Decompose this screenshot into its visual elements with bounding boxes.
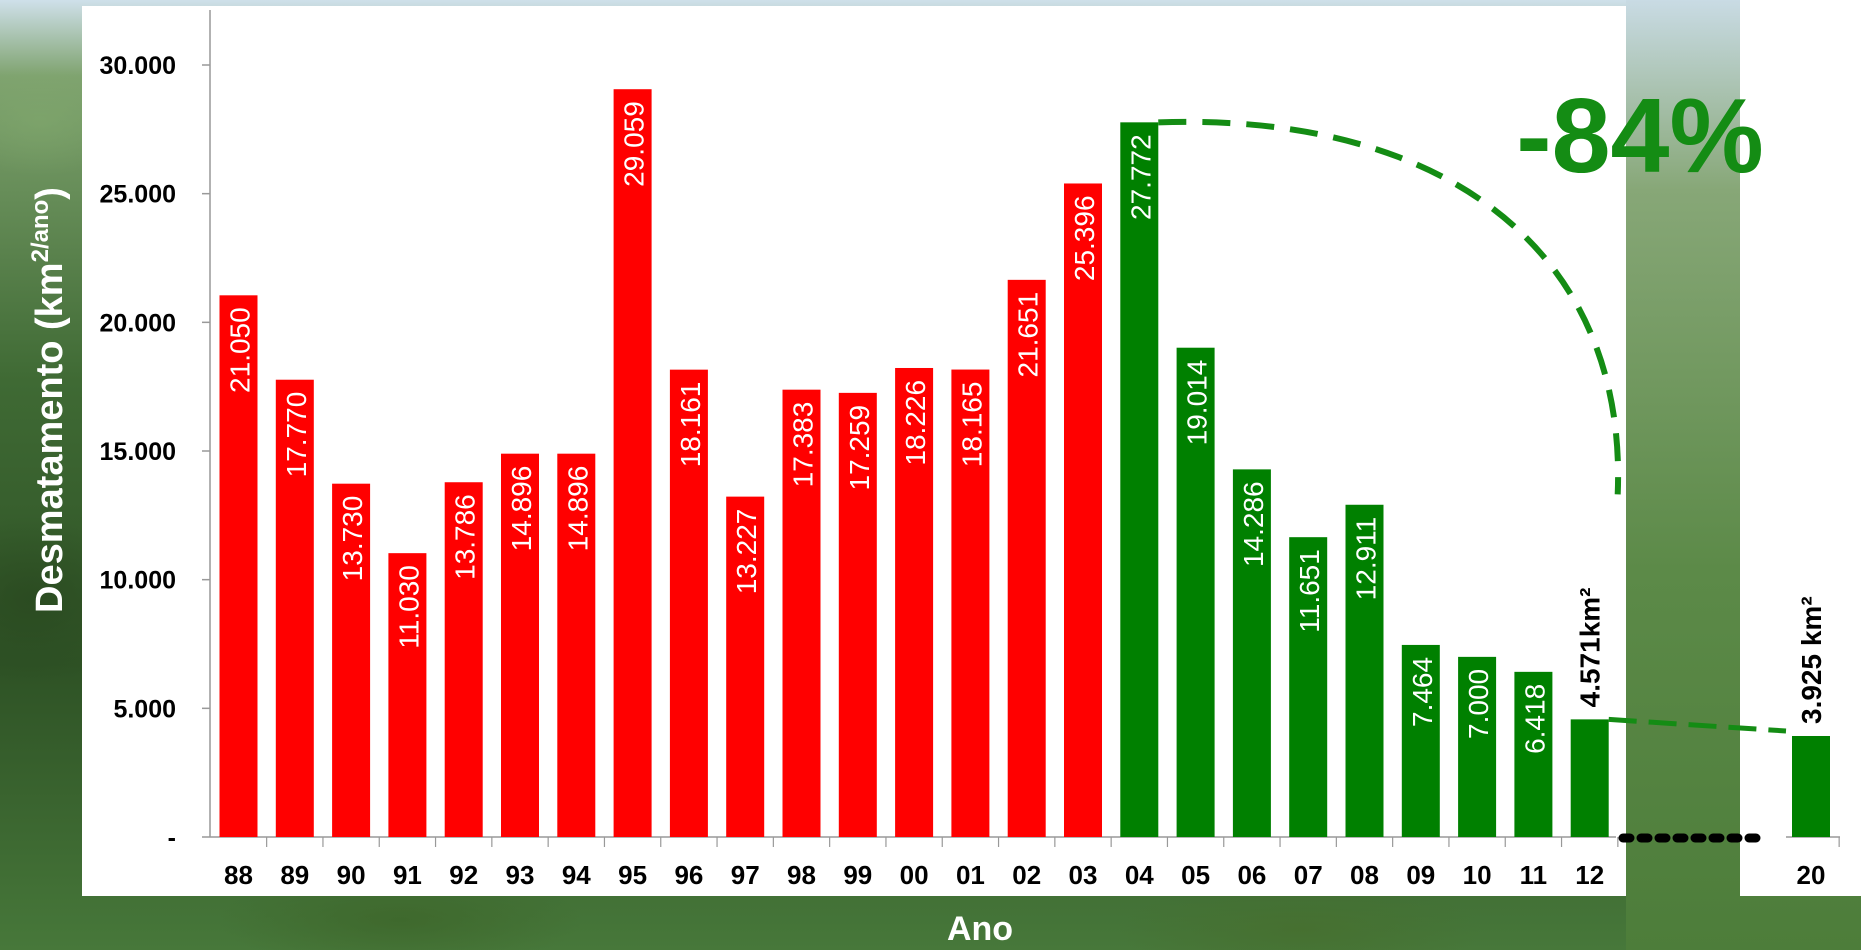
bar-01	[951, 369, 990, 837]
bar-value-label-03: 25.396	[1069, 195, 1100, 281]
x-tick-label-89: 89	[280, 860, 309, 890]
bar-value-label-90: 13.730	[337, 496, 368, 582]
x-tick-label-99: 99	[843, 860, 872, 890]
bar-value-label-07: 11.651	[1294, 549, 1325, 633]
bar-value-label-02: 21.651	[1013, 292, 1044, 378]
bar-value-label-01: 18.165	[956, 382, 987, 468]
x-tick-label-01: 01	[956, 860, 985, 890]
bar-value-label-96: 18.161	[675, 382, 706, 468]
bar-09	[1401, 644, 1440, 837]
bar-value-label-93: 14.896	[506, 466, 537, 552]
bar-value-label-06: 14.286	[1238, 481, 1269, 567]
y-tick-label: 5.000	[113, 695, 176, 723]
x-tick-label-05: 05	[1181, 860, 1210, 890]
bar-value-label-95: 29.059	[619, 101, 650, 187]
bar-value-label-97: 13.227	[731, 509, 762, 595]
bar-value-label-98: 17.383	[788, 402, 819, 488]
bar-value-label-20: 3.925 km²	[1796, 596, 1827, 724]
bar-02	[1007, 279, 1046, 837]
bar-91	[388, 553, 427, 837]
x-tick-label-98: 98	[787, 860, 816, 890]
x-tick-label-04: 04	[1125, 860, 1154, 890]
trend-dashed-line	[1608, 716, 1787, 734]
x-tick-label-08: 08	[1350, 860, 1379, 890]
reduction-dashed-curve	[1158, 118, 1622, 495]
y-tick-label: 10.000	[100, 567, 176, 595]
bar-92	[444, 482, 483, 837]
x-tick-label-09: 09	[1406, 860, 1435, 890]
bar-93	[501, 453, 539, 837]
bar-97	[726, 496, 765, 837]
y-tick-label: 20.000	[100, 309, 176, 337]
x-tick-label-00: 00	[900, 860, 929, 890]
x-tick-label-03: 03	[1069, 860, 1098, 890]
bar-value-label-12: 4.571km²	[1575, 587, 1606, 707]
bar-10	[1458, 656, 1497, 837]
bar-value-label-94: 14.896	[562, 466, 593, 552]
x-tick-label-07: 07	[1294, 860, 1323, 890]
x-tick-label-06: 06	[1237, 860, 1266, 890]
x-tick-label-91: 91	[393, 860, 422, 890]
bar-00	[895, 367, 934, 837]
bar-95	[613, 89, 652, 837]
x-tick-labels: 88 89 90 91 92 93 94 95 96 97 98 99 00 01 02 03 04 05 06 07…	[224, 860, 1825, 890]
bar-value-label-89: 17.770	[281, 392, 312, 478]
bar-96	[669, 369, 708, 837]
bar-04	[1120, 122, 1159, 838]
bars	[219, 89, 1830, 838]
x-tick-label-90: 90	[337, 860, 366, 890]
bar-08	[1345, 504, 1384, 837]
bar-94	[557, 453, 596, 837]
annotations	[1158, 118, 1787, 843]
bar-99	[838, 392, 877, 837]
x-tick-label-11: 11	[1520, 860, 1548, 890]
x-tick-label-20: 20	[1797, 860, 1826, 890]
y-tick-label: -	[168, 824, 176, 852]
bar-value-label-10: 7.000	[1463, 669, 1494, 739]
bar-value-label-99: 17.259	[844, 405, 875, 491]
y-tick-label: 15.000	[100, 438, 176, 466]
bar-value-label-00: 18.226	[900, 380, 931, 466]
bar-value-label-08: 12.911	[1351, 517, 1382, 601]
bar-88	[219, 295, 258, 837]
x-tick-label-94: 94	[562, 860, 591, 890]
x-axis-label: Ano	[947, 910, 1013, 948]
x-tick-label-88: 88	[224, 860, 253, 890]
bar-value-label-05: 19.014	[1182, 360, 1213, 446]
bar-90	[332, 483, 371, 837]
bar-value-labels: 21.050 17.770 13.730 11.030 13.786 14.896 14.8…	[225, 101, 1828, 754]
bar-value-label-88: 21.050	[225, 307, 256, 393]
bar-value-label-11: 6.418	[1519, 684, 1550, 754]
bar-98	[782, 389, 821, 837]
x-tick-label-96: 96	[674, 860, 703, 890]
y-tick-labels: - 5.000 10.000 15.000 20.000 25.000 30.000	[100, 52, 176, 852]
x-tick-label-12: 12	[1575, 860, 1604, 890]
bar-value-label-91: 11.030	[393, 565, 424, 649]
x-tick-label-02: 02	[1012, 860, 1041, 890]
bar-value-label-09: 7.464	[1407, 657, 1438, 727]
x-tick-label-93: 93	[506, 860, 535, 890]
bar-06	[1232, 469, 1271, 837]
reduction-percentage-annotation: -84%	[1516, 77, 1763, 195]
y-tick-label: 30.000	[100, 52, 176, 80]
bar-05	[1176, 347, 1215, 837]
bar-03	[1064, 183, 1102, 838]
bar-11	[1514, 671, 1553, 837]
y-tick-label: 25.000	[100, 181, 176, 209]
x-tick-label-97: 97	[731, 860, 760, 890]
bar-89	[275, 379, 314, 837]
x-tick-label-10: 10	[1463, 860, 1492, 890]
bar-value-label-92: 13.786	[450, 494, 481, 580]
bar-value-label-04: 27.772	[1125, 134, 1156, 220]
x-tick-label-92: 92	[449, 860, 478, 890]
bar-12	[1570, 719, 1609, 837]
bar-20	[1792, 735, 1830, 837]
bar-07	[1289, 537, 1328, 837]
y-axis-label: Desmatamento (km2/ano)	[27, 187, 71, 613]
x-tick-label-95: 95	[618, 860, 647, 890]
